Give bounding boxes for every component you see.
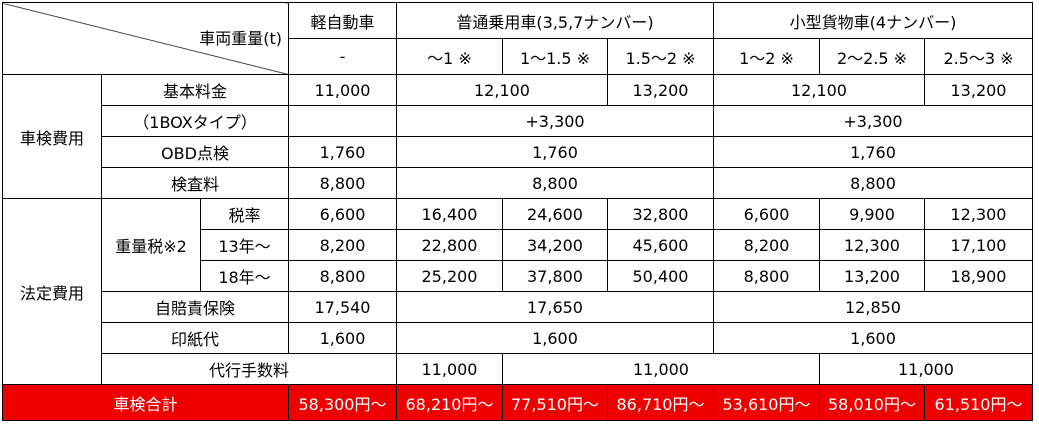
total-value-cell: 53,610円～: [713, 384, 820, 421]
row-label: 印紙代: [101, 322, 289, 354]
basic-fee-row: 車検費用 基本料金 11,000 12,100 13,200 12,100 13…: [2, 74, 1033, 199]
header-row-weights: - ～1 ※ 1～1.5 ※ 1.5～2 ※ 1～2 ※ 2～2.5 ※ 2.5…: [3, 38, 1033, 75]
header-row-types: 車両重量(t) 軽自動車 普通乗用車(3,5,7ナンバー) 小型貨物車(4ナンバ…: [2, 2, 1033, 75]
value-cell: 1,600: [288, 322, 397, 354]
row-label: 18年～: [200, 260, 289, 292]
value-cell: 16,400: [396, 198, 503, 230]
fee-table-container: 車両重量(t) 軽自動車 普通乗用車(3,5,7ナンバー) 小型貨物車(4ナンバ…: [2, 2, 1033, 421]
value-cell: +3,300: [396, 105, 714, 137]
value-cell: 1,600: [396, 322, 714, 354]
value-cell: 8,800: [288, 167, 397, 199]
kei-car-header: 軽自動車: [288, 2, 397, 39]
value-cell: 11,000: [502, 353, 820, 385]
value-cell: 37,800: [502, 260, 608, 292]
weight-cell: 2.5～3 ※: [924, 38, 1033, 75]
value-cell: 12,300: [924, 198, 1033, 230]
weight-cell: -: [288, 38, 397, 75]
value-cell: 6,600: [713, 198, 820, 230]
total-value-cell: 86,710円～: [607, 384, 714, 421]
vehicle-weight-label: 車両重量(t): [199, 29, 282, 48]
legal-cost-group-label: 法定費用: [2, 198, 102, 385]
value-cell: 34,200: [502, 229, 608, 261]
value-cell: 8,800: [713, 167, 1033, 199]
passenger-car-header: 普通乗用車(3,5,7ナンバー): [396, 2, 714, 39]
obd-row: OBD点検 1,760 1,760 1,760: [3, 136, 1033, 168]
value-cell: 9,900: [819, 198, 925, 230]
total-value-cell: 58,300円～: [288, 384, 397, 421]
agency-fee-row: 代行手数料 11,000 11,000 11,000: [3, 353, 1033, 385]
row-label: OBD点検: [101, 136, 289, 168]
insurance-row: 自賠責保険 17,540 17,650 12,850: [3, 291, 1033, 323]
cargo-car-header: 小型貨物車(4ナンバー): [713, 2, 1033, 39]
value-cell: 11,000: [396, 353, 503, 385]
value-cell: 8,800: [288, 260, 397, 292]
value-cell: 11,000: [819, 353, 1033, 385]
corner-header-cell: 車両重量(t): [2, 2, 289, 75]
row-label: 自賠責保険: [101, 291, 289, 323]
value-cell: 1,760: [713, 136, 1033, 168]
weight-tax-label: 重量税※2: [101, 198, 201, 292]
value-cell: +3,300: [713, 105, 1033, 137]
weight-cell: 1.5～2 ※: [607, 38, 714, 75]
value-cell: 12,100: [396, 74, 608, 106]
value-cell: 13,200: [819, 260, 925, 292]
value-cell: 17,540: [288, 291, 397, 323]
total-value-cell: 77,510円～: [502, 384, 608, 421]
value-cell: 1,760: [396, 136, 714, 168]
value-cell: 45,600: [607, 229, 714, 261]
value-cell: 17,100: [924, 229, 1033, 261]
total-value-cell: 61,510円～: [924, 384, 1033, 421]
value-cell: 1,600: [713, 322, 1033, 354]
value-cell: 17,650: [396, 291, 714, 323]
weight-cell: 1～1.5 ※: [502, 38, 608, 75]
value-cell: [288, 105, 397, 137]
weight-cell: ～1 ※: [396, 38, 503, 75]
value-cell: 8,200: [713, 229, 820, 261]
value-cell: 8,800: [396, 167, 714, 199]
value-cell: 13,200: [607, 74, 714, 106]
weight-cell: 1～2 ※: [713, 38, 820, 75]
value-cell: 12,850: [713, 291, 1033, 323]
value-cell: 8,200: [288, 229, 397, 261]
row-label: 13年～: [200, 229, 289, 261]
value-cell: 22,800: [396, 229, 503, 261]
total-label: 車検合計: [2, 384, 289, 421]
value-cell: 8,800: [713, 260, 820, 292]
total-value-cell: 58,010円～: [819, 384, 925, 421]
tax-rate-row: 法定費用 重量税※2 税率 6,600 16,400 24,600 32,800…: [2, 198, 1033, 385]
value-cell: 24,600: [502, 198, 608, 230]
value-cell: 13,200: [924, 74, 1033, 106]
value-cell: 6,600: [288, 198, 397, 230]
value-cell: 11,000: [288, 74, 397, 106]
inspection-row: 検査料 8,800 8,800 8,800: [3, 167, 1033, 199]
row-label: 基本料金: [101, 74, 289, 106]
stamp-row: 印紙代 1,600 1,600 1,600: [3, 322, 1033, 354]
value-cell: 18,900: [924, 260, 1033, 292]
value-cell: 12,100: [713, 74, 925, 106]
onebox-row: （1BOXタイプ） +3,300 +3,300: [3, 105, 1033, 137]
row-label: 税率: [200, 198, 289, 230]
value-cell: 50,400: [607, 260, 714, 292]
shaken-fee-table: 車両重量(t) 軽自動車 普通乗用車(3,5,7ナンバー) 小型貨物車(4ナンバ…: [2, 2, 1033, 421]
row-label: 代行手数料: [101, 353, 397, 385]
row-label: （1BOXタイプ）: [101, 105, 289, 137]
total-row: 車検合計 58,300円～ 68,210円～ 77,510円～ 86,710円～…: [2, 384, 1033, 421]
value-cell: 32,800: [607, 198, 714, 230]
value-cell: 1,760: [288, 136, 397, 168]
shaken-cost-group-label: 車検費用: [2, 74, 102, 199]
row-label: 検査料: [101, 167, 289, 199]
weight-cell: 2～2.5 ※: [819, 38, 925, 75]
value-cell: 25,200: [396, 260, 503, 292]
total-value-cell: 68,210円～: [396, 384, 503, 421]
value-cell: 12,300: [819, 229, 925, 261]
